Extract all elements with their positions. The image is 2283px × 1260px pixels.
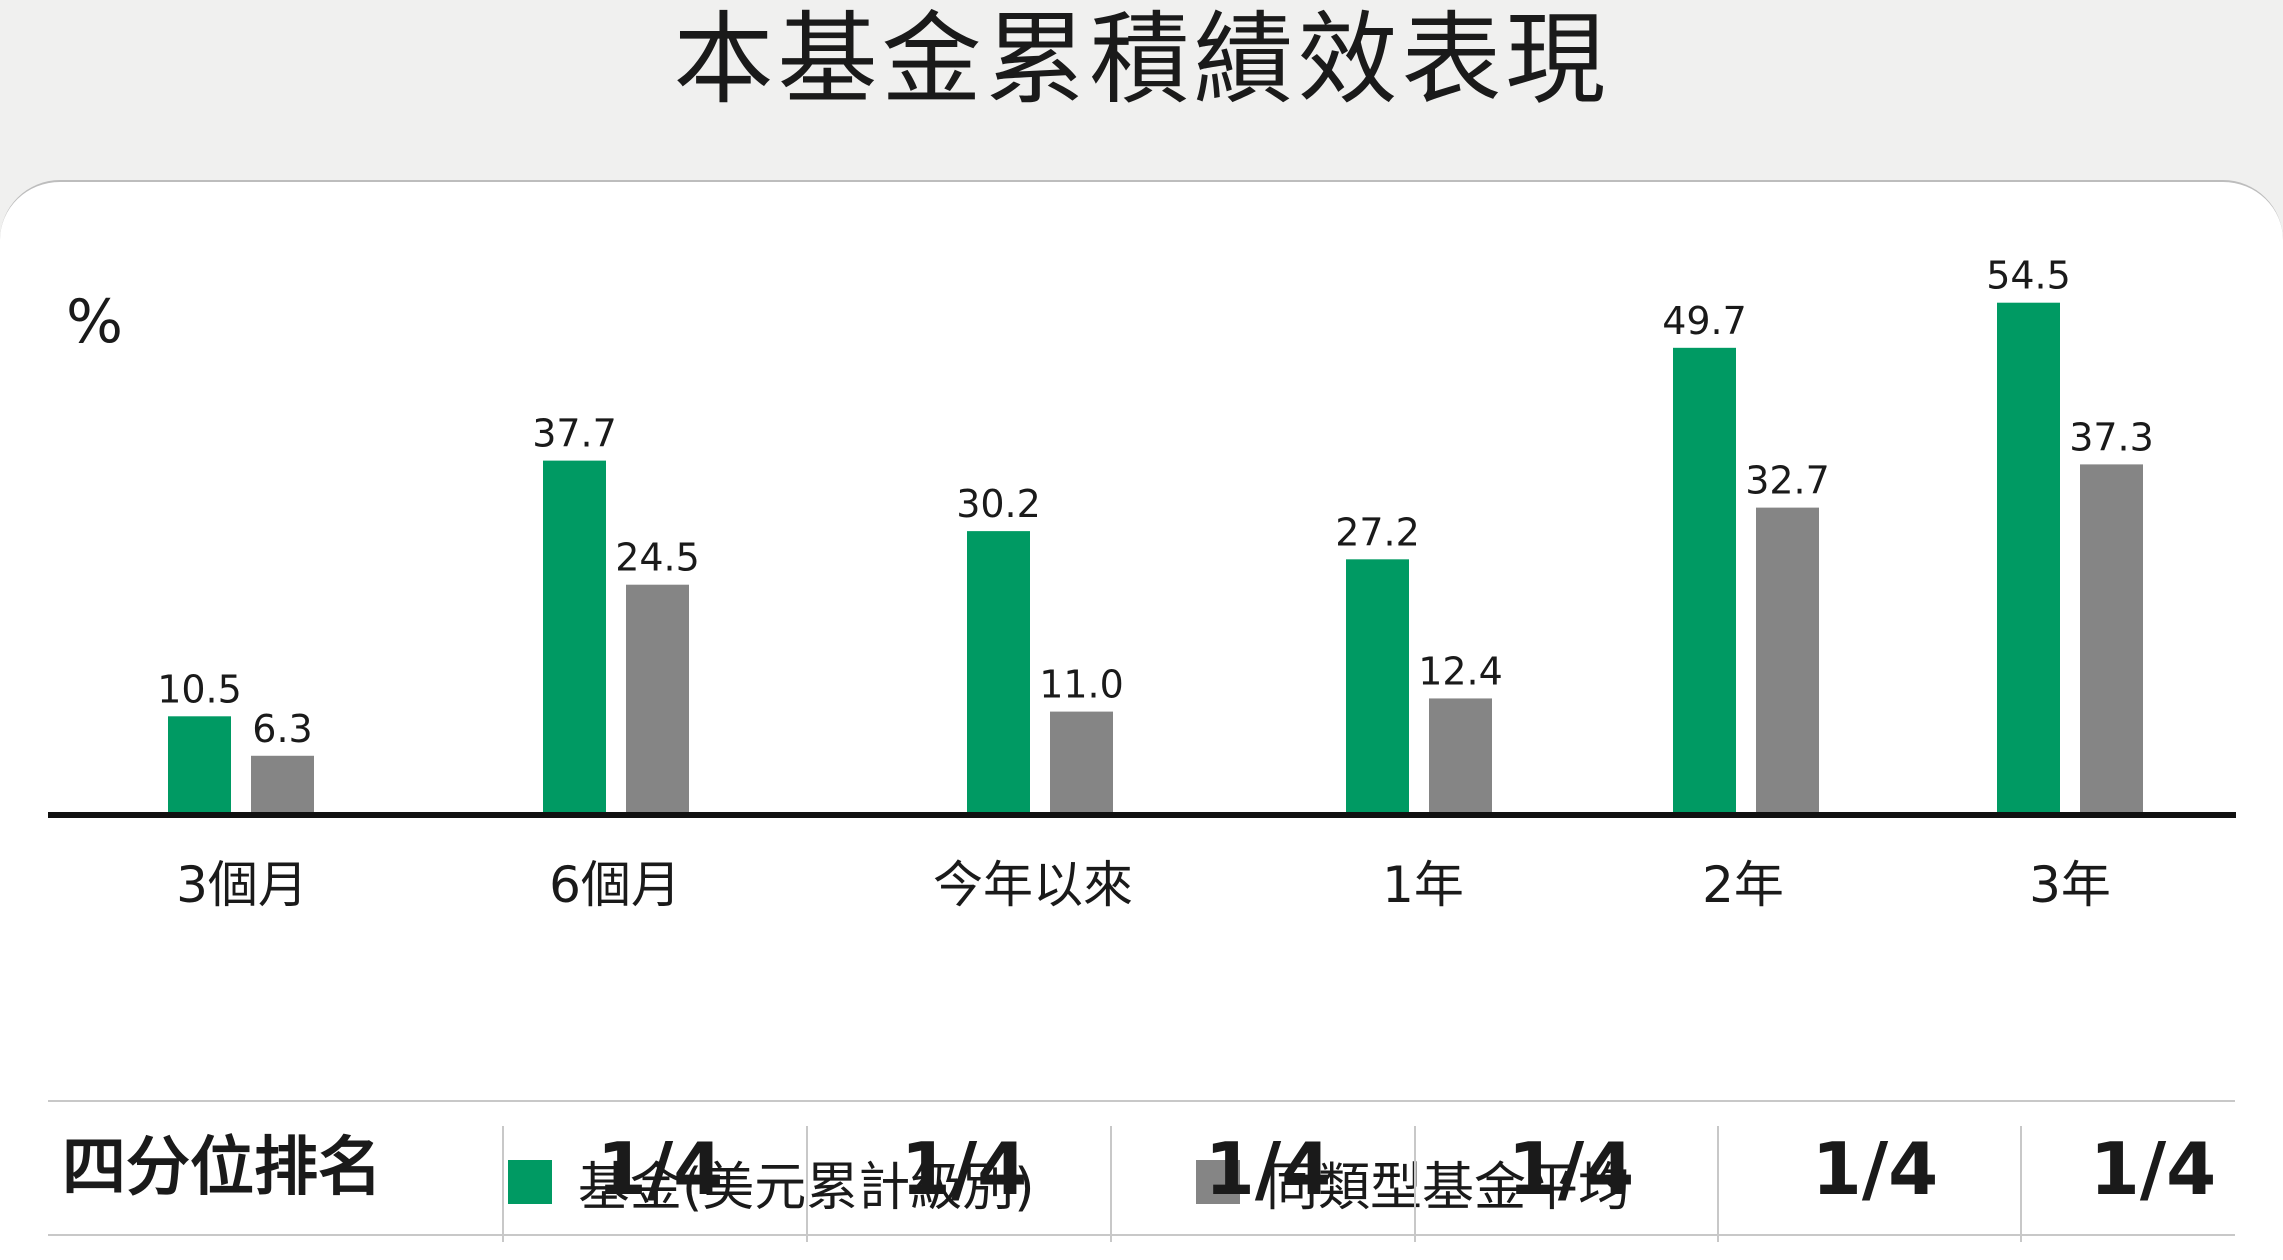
chart-title: 本基金累積績效表現 — [673, 1, 1610, 118]
x-tick-label-2: 6個月 — [549, 856, 681, 914]
bar-peer-5 — [1756, 507, 1819, 815]
data-label-peer-5: 32.7 — [1745, 459, 1830, 503]
y-axis-unit-label: % — [66, 287, 123, 357]
x-tick-label-1: 3個月 — [176, 856, 308, 914]
bar-peer-4 — [1429, 698, 1492, 815]
data-label-peer-2: 24.5 — [615, 536, 700, 580]
legend-swatch-fund — [508, 1160, 552, 1204]
ranking-value-2y: 1/4 — [1811, 1127, 1939, 1211]
x-tick-label-6: 3年 — [2029, 856, 2111, 914]
legend-swatch-peer — [1196, 1160, 1240, 1204]
bar-fund-2 — [543, 460, 606, 815]
bar-peer-6 — [2080, 464, 2143, 815]
x-tick-label-5: 2年 — [1702, 856, 1784, 914]
ranking-separator — [1717, 1126, 1719, 1242]
data-label-fund-1: 10.5 — [157, 667, 242, 711]
ranking-separator — [1414, 1126, 1416, 1242]
data-label-peer-1: 6.3 — [252, 707, 312, 751]
ranking-value-ytd: 1/4 — [1204, 1127, 1332, 1211]
bar-peer-2 — [626, 584, 689, 815]
ranking-value-1y: 1/4 — [1507, 1127, 1635, 1211]
bar-fund-4 — [1346, 559, 1409, 815]
ranking-value-3y: 1/4 — [2089, 1127, 2217, 1211]
data-label-peer-6: 37.3 — [2069, 415, 2154, 459]
legend-item-peer: 同類型基金平均 — [1196, 1147, 1631, 1218]
x-tick-label-3: 今年以來 — [933, 856, 1133, 914]
quartile-ranking-row: 四分位排名 1/4 1/4 1/4 1/4 1/4 1/4 — [0, 1100, 2283, 1242]
ranking-separator — [2020, 1126, 2022, 1242]
bar-peer-3 — [1050, 711, 1113, 815]
bar-fund-1 — [168, 716, 231, 815]
ranking-separator — [1110, 1126, 1112, 1242]
ranking-separator — [806, 1126, 808, 1242]
ranking-top-divider — [48, 1100, 2235, 1102]
bar-fund-3 — [967, 531, 1030, 815]
bar-peer-1 — [251, 755, 314, 815]
ranking-value-3m: 1/4 — [596, 1127, 724, 1211]
data-label-fund-2: 37.7 — [532, 412, 617, 456]
chart-card: % 10.5 6.3 3個月 37.7 24.5 6個月 30.2 11.0 今年以來 27.2 12… — [0, 180, 2283, 1260]
data-label-peer-4: 12.4 — [1418, 649, 1503, 693]
data-label-fund-4: 27.2 — [1335, 510, 1420, 554]
bar-fund-6 — [1997, 302, 2060, 815]
ranking-bottom-divider — [48, 1234, 2235, 1236]
ranking-separator — [502, 1126, 504, 1242]
data-label-fund-5: 49.7 — [1662, 299, 1747, 343]
ranking-label: 四分位排名 — [62, 1131, 382, 1205]
data-label-fund-3: 30.2 — [956, 482, 1041, 526]
data-label-fund-6: 54.5 — [1986, 254, 2071, 298]
bar-chart: % 10.56.3 3個月 37.7 24.5 6個月 30.2 11.0 今年以來 27.2 12… — [48, 254, 2236, 914]
ranking-value-6m: 1/4 — [900, 1127, 1028, 1211]
legend-label-peer: 同類型基金平均 — [1266, 1157, 1631, 1218]
bar-fund-5 — [1673, 347, 1736, 815]
data-label-peer-3: 11.0 — [1039, 663, 1124, 707]
x-tick-label-4: 1年 — [1382, 856, 1464, 914]
